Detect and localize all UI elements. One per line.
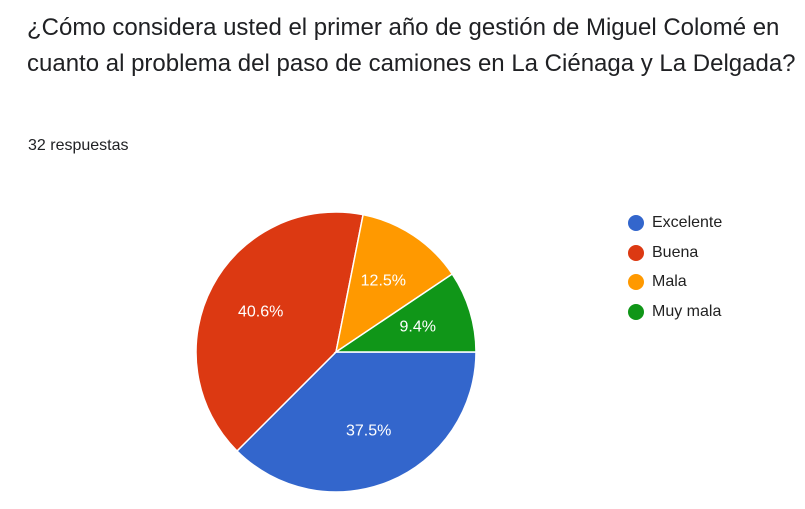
legend-swatch-icon bbox=[628, 214, 644, 231]
legend-item-excelente[interactable]: Excelente bbox=[628, 208, 722, 238]
legend-item-buena[interactable]: Buena bbox=[628, 238, 722, 268]
chart-legend: Excelente Buena Mala Muy mala bbox=[628, 208, 722, 327]
slice-percent-label: 9.4% bbox=[399, 319, 435, 336]
legend-label: Muy mala bbox=[652, 302, 722, 320]
legend-label: Excelente bbox=[652, 213, 723, 231]
legend-swatch-icon bbox=[628, 274, 644, 291]
slice-percent-label: 40.6% bbox=[238, 303, 283, 320]
legend-swatch-icon bbox=[628, 244, 644, 261]
slice-percent-label: 37.5% bbox=[346, 422, 391, 439]
pie-slice-muy-mala[interactable] bbox=[333, 272, 477, 353]
legend-label: Buena bbox=[652, 243, 699, 261]
pie-slice-buena[interactable] bbox=[195, 211, 364, 453]
legend-swatch-icon bbox=[628, 303, 644, 320]
legend-item-mala[interactable]: Mala bbox=[628, 267, 722, 297]
legend-item-muy-mala[interactable]: Muy mala bbox=[628, 297, 722, 327]
response-count: 32 respuestas bbox=[28, 137, 129, 154]
legend-label: Mala bbox=[652, 273, 687, 291]
question-title: ¿Cómo considera usted el primer año de g… bbox=[27, 14, 796, 77]
pie-slice-excelente[interactable] bbox=[235, 351, 477, 493]
pie-slice-mala[interactable] bbox=[334, 213, 454, 354]
slice-percent-label: 12.5% bbox=[361, 272, 406, 289]
